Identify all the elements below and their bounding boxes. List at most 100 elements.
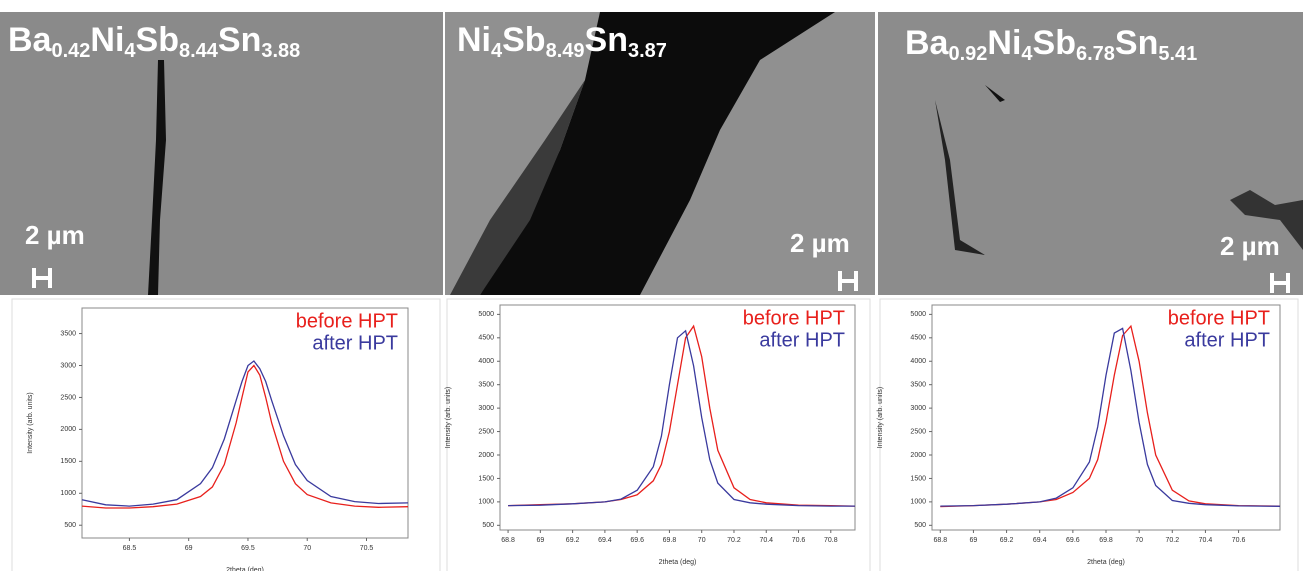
element: Sb <box>1033 24 1076 62</box>
x-tick-label: 70.5 <box>360 545 374 552</box>
sem-image <box>878 12 1303 295</box>
crack <box>148 60 166 295</box>
subscript: 3.87 <box>628 40 667 62</box>
dark-region <box>480 12 835 295</box>
subscript: 0.92 <box>948 43 987 65</box>
scale-label: 2 µm <box>25 220 85 250</box>
x-tick-label: 68.8 <box>501 537 515 544</box>
y-tick-label: 5000 <box>478 311 494 318</box>
subscript: 6.78 <box>1076 43 1115 65</box>
x-tick-label: 69 <box>536 537 544 544</box>
x-tick-label: 69.5 <box>241 545 255 552</box>
y-tick-label: 1000 <box>60 490 76 497</box>
x-axis-label: 2theta (deg) <box>226 567 264 571</box>
x-axis-label: 2theta (deg) <box>1087 559 1125 566</box>
x-tick-label: 69.2 <box>566 537 580 544</box>
element: Ni <box>987 24 1021 62</box>
series-line <box>81 364 409 509</box>
x-tick-label: 69 <box>185 545 193 552</box>
y-tick-label: 2000 <box>910 452 926 459</box>
y-tick-label: 500 <box>914 522 926 529</box>
y-tick-label: 4000 <box>910 358 926 365</box>
chart-frame <box>446 298 871 571</box>
element: Sn <box>218 21 261 59</box>
y-tick-label: 2000 <box>60 426 76 433</box>
scale-bar <box>838 271 858 291</box>
x-tick-label: 69.8 <box>1099 537 1113 544</box>
x-tick-label: 69.6 <box>1066 537 1080 544</box>
y-tick-label: 1000 <box>910 499 926 506</box>
subscript: 4 <box>124 40 136 62</box>
y-tick-label: 2000 <box>478 452 494 459</box>
element: Sn <box>585 21 628 59</box>
x-tick-label: 70.8 <box>824 537 838 544</box>
y-tick-label: 1500 <box>478 475 494 482</box>
x-tick-label: 70.6 <box>792 537 806 544</box>
y-tick-label: 4500 <box>910 335 926 342</box>
y-tick-label: 2500 <box>478 428 494 435</box>
x-tick-label: 70 <box>1135 537 1143 544</box>
legend-entry: after HPT <box>312 332 398 354</box>
formula: Ba0.42Ni4Sb8.44Sn3.88 <box>8 21 300 62</box>
subscript: 0.42 <box>51 40 90 62</box>
formula: Ba0.92Ni4Sb6.78Sn5.41 <box>905 24 1197 65</box>
x-tick-label: 69.4 <box>598 537 612 544</box>
y-tick-label: 2500 <box>60 394 76 401</box>
legend-entry: after HPT <box>759 329 845 351</box>
x-tick-label: 69.2 <box>1000 537 1014 544</box>
subscript: 3.88 <box>261 40 300 62</box>
element: Sb <box>502 21 545 59</box>
y-tick-label: 1500 <box>910 475 926 482</box>
x-tick-label: 69.8 <box>663 537 677 544</box>
y-tick-label: 2500 <box>910 428 926 435</box>
element: Ni <box>90 21 124 59</box>
y-tick-label: 3500 <box>478 382 494 389</box>
series-line <box>940 327 1281 507</box>
plot-area <box>499 304 856 531</box>
x-tick-label: 70.4 <box>759 537 773 544</box>
chart-frame <box>879 298 1299 571</box>
y-tick-label: 5000 <box>910 311 926 318</box>
element: Sb <box>136 21 179 59</box>
element: Ba <box>8 21 53 59</box>
series-line <box>81 360 409 507</box>
element: Ni <box>457 21 491 59</box>
y-tick-label: 1000 <box>478 499 494 506</box>
subscript: 5.41 <box>1158 43 1197 65</box>
subscript: 8.49 <box>546 40 585 62</box>
plot-area <box>81 307 409 539</box>
x-tick-label: 70 <box>303 545 311 552</box>
x-tick-label: 70.2 <box>1165 537 1179 544</box>
legend-entry: before HPT <box>1168 307 1270 329</box>
x-tick-label: 69.6 <box>630 537 644 544</box>
x-tick-label: 68.5 <box>123 545 137 552</box>
x-tick-label: 70 <box>698 537 706 544</box>
element: Sn <box>1115 24 1158 62</box>
x-tick-label: 70.2 <box>727 537 741 544</box>
dark-region <box>450 80 585 295</box>
scale-label: 2 µm <box>1220 231 1280 261</box>
y-tick-label: 3000 <box>910 405 926 412</box>
y-tick-label: 3500 <box>60 330 76 337</box>
subscript: 4 <box>1021 43 1033 65</box>
legend-entry: before HPT <box>296 310 398 332</box>
y-axis-label: Intensity (arb. units) <box>877 387 884 448</box>
series-line <box>508 329 855 507</box>
y-axis-label: Intensity (arb. units) <box>27 392 34 453</box>
scale-label: 2 µm <box>790 228 850 258</box>
sem-image <box>0 12 443 295</box>
x-tick-label: 68.8 <box>933 537 947 544</box>
spot <box>985 85 1005 102</box>
subscript: 8.44 <box>179 40 219 62</box>
subscript: 4 <box>491 40 503 62</box>
x-tick-label: 70.6 <box>1232 537 1246 544</box>
legend-entry: before HPT <box>743 307 845 329</box>
x-tick-label: 69.4 <box>1033 537 1047 544</box>
element: Ba <box>905 24 950 62</box>
y-tick-label: 500 <box>64 522 76 529</box>
legend-entry: after HPT <box>1184 329 1270 351</box>
scale-bar <box>1270 273 1290 293</box>
y-tick-label: 1500 <box>60 458 76 465</box>
x-tick-label: 70.4 <box>1199 537 1213 544</box>
